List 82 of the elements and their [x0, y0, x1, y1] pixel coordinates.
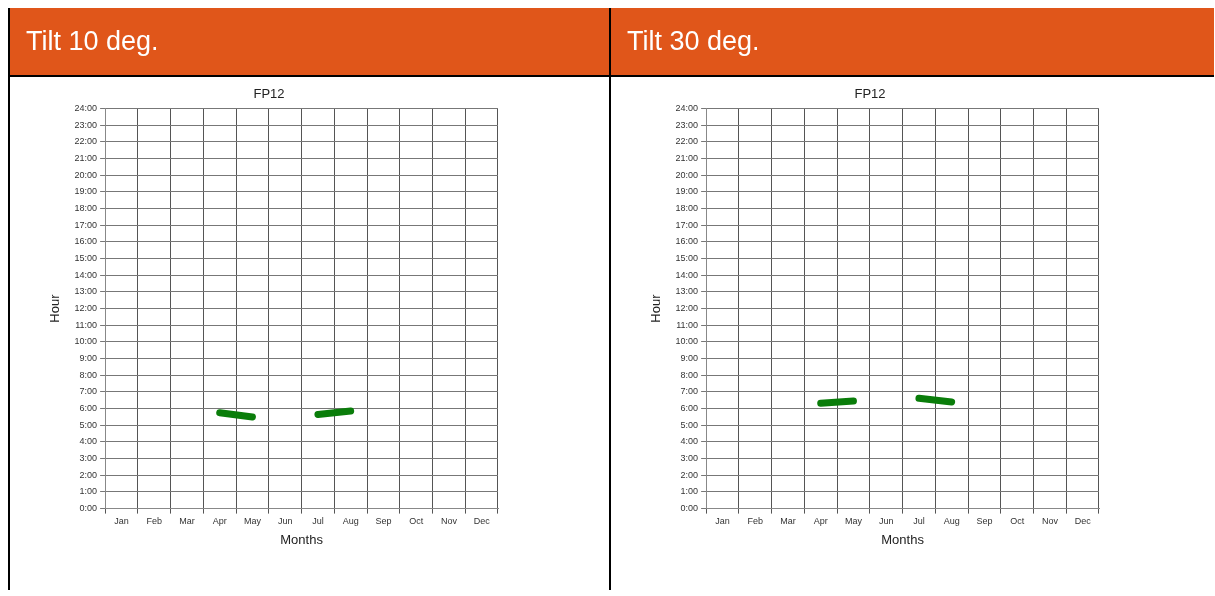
y-tick-label: 22:00 [74, 136, 98, 147]
x-tick-label: Jul [913, 516, 925, 527]
x-tick-label: Jul [312, 516, 324, 527]
y-tick-label: 19:00 [74, 186, 98, 197]
y-tick-label: 0:00 [680, 503, 699, 514]
y-tick-label: 14:00 [675, 269, 699, 280]
y-tick-label: 12:00 [74, 303, 98, 314]
y-tick-label: 22:00 [675, 136, 699, 147]
y-tick-label: 19:00 [675, 186, 699, 197]
y-tick-label: 7:00 [79, 386, 98, 397]
y-tick-label: 4:00 [680, 436, 699, 447]
y-tick-label: 8:00 [680, 369, 699, 380]
y-tick-label: 20:00 [74, 169, 98, 180]
y-tick-label: 20:00 [675, 169, 699, 180]
x-tick-label: Sep [375, 516, 392, 527]
y-tick-label: 18:00 [74, 203, 98, 214]
x-tick-label: Mar [780, 516, 796, 527]
x-tick-label: Jun [878, 516, 894, 527]
y-tick-label: 23:00 [675, 119, 699, 130]
y-tick-label: 10:00 [74, 336, 98, 347]
x-tick-label: May [844, 516, 863, 527]
x-tick-label: Aug [342, 516, 359, 527]
text: Tilt 30 deg. [627, 26, 760, 57]
x-tick-label: Dec [473, 516, 491, 527]
text: Tilt 10 deg. [26, 26, 159, 57]
y-tick-label: 4:00 [79, 436, 98, 447]
x-tick-label: Nov [440, 516, 458, 527]
x-tick-label: Sep [976, 516, 993, 527]
x-tick-label: Feb [146, 516, 162, 527]
y-tick-label: 3:00 [79, 453, 98, 464]
y-tick-label: 14:00 [74, 269, 98, 280]
x-tick-label: Feb [747, 516, 763, 527]
y-tick-label: 9:00 [79, 353, 98, 364]
chart-title: FP12 [854, 86, 886, 102]
y-tick-label: 15:00 [675, 253, 699, 264]
y-tick-label: 21:00 [74, 153, 98, 164]
y-tick-label: 18:00 [675, 203, 699, 214]
y-tick-label: 0:00 [79, 503, 98, 514]
x-tick-label: Mar [179, 516, 195, 527]
y-tick-label: 17:00 [675, 219, 699, 230]
x-tick-label: Nov [1041, 516, 1059, 527]
y-tick-label: 24:00 [74, 103, 98, 114]
x-tick-label: Aug [943, 516, 960, 527]
y-tick-label: 5:00 [680, 419, 699, 430]
y-tick-label: 24:00 [675, 103, 699, 114]
x-tick-label: Jun [277, 516, 293, 527]
y-tick-label: 1:00 [680, 486, 699, 497]
y-axis-title: Hour [648, 293, 664, 323]
x-tick-label: Jan [114, 516, 129, 527]
y-tick-label: 9:00 [680, 353, 699, 364]
x-tick-label: Oct [1010, 516, 1025, 527]
x-tick-label: Jan [715, 516, 730, 527]
y-tick-label: 6:00 [680, 403, 699, 414]
y-tick-label: 16:00 [74, 236, 98, 247]
y-tick-label: 23:00 [74, 119, 98, 130]
y-tick-label: 12:00 [675, 303, 699, 314]
y-tick-label: 13:00 [675, 286, 699, 297]
x-tick-label: Dec [1074, 516, 1092, 527]
y-tick-label: 2:00 [680, 469, 699, 480]
y-tick-label: 8:00 [79, 369, 98, 380]
y-axis-title: Hour [47, 293, 63, 323]
y-tick-label: 16:00 [675, 236, 699, 247]
y-tick-label: 1:00 [79, 486, 98, 497]
y-tick-label: 13:00 [74, 286, 98, 297]
y-tick-label: 11:00 [676, 319, 699, 330]
x-axis-title: Months [280, 531, 324, 547]
y-tick-label: 6:00 [79, 403, 98, 414]
y-tick-label: 15:00 [74, 253, 98, 264]
x-tick-label: Apr [813, 516, 828, 527]
y-tick-label: 2:00 [79, 469, 98, 480]
chart-title: FP12 [253, 86, 285, 102]
y-tick-label: 7:00 [680, 386, 699, 397]
y-tick-label: 21:00 [675, 153, 699, 164]
y-tick-label: 17:00 [74, 219, 98, 230]
x-axis-title: Months [881, 531, 925, 547]
y-tick-label: 10:00 [675, 336, 699, 347]
y-tick-label: 5:00 [79, 419, 98, 430]
x-tick-label: Oct [409, 516, 424, 527]
y-tick-label: 11:00 [75, 319, 98, 330]
y-tick-label: 3:00 [680, 453, 699, 464]
x-tick-label: May [243, 516, 262, 527]
x-tick-label: Apr [212, 516, 227, 527]
